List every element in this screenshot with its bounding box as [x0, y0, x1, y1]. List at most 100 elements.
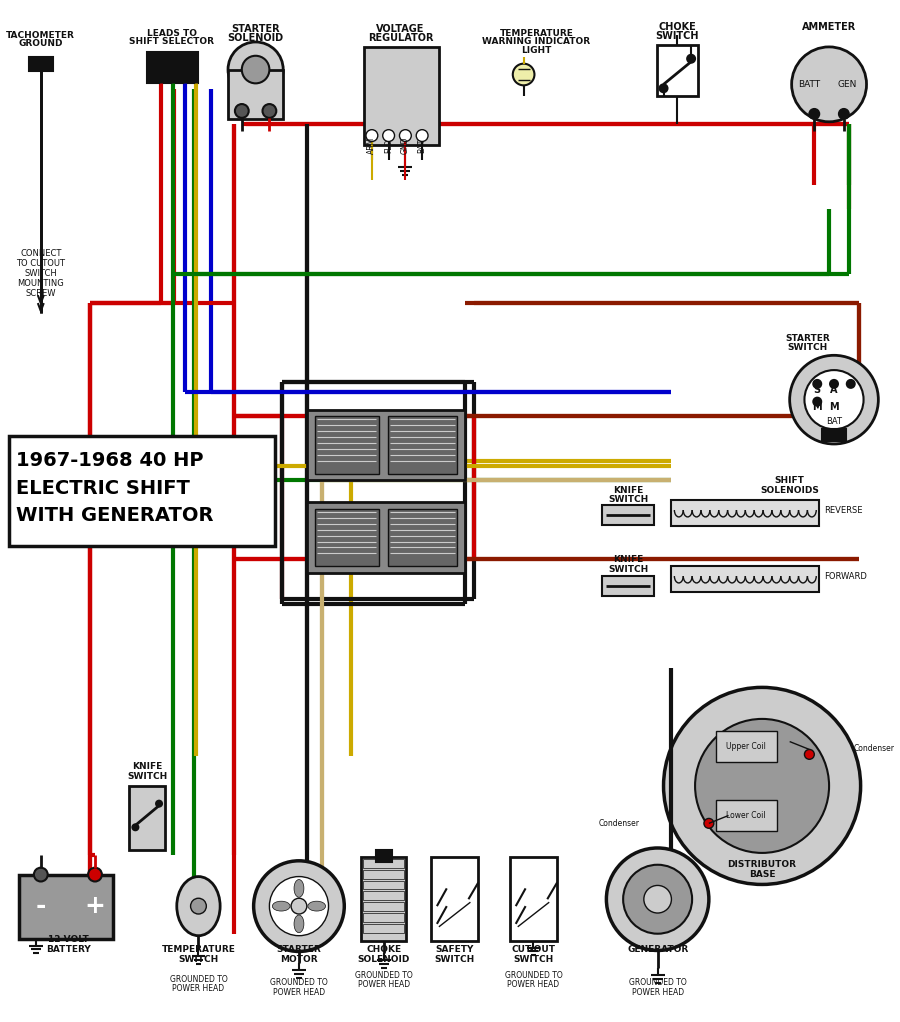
- Bar: [388, 509, 456, 566]
- Bar: [9, 436, 275, 547]
- Text: GROUNDED TO: GROUNDED TO: [505, 971, 562, 980]
- Bar: [657, 45, 698, 96]
- Text: KNIFE: KNIFE: [613, 555, 644, 564]
- Circle shape: [291, 898, 307, 914]
- Bar: [509, 856, 557, 940]
- Circle shape: [660, 85, 668, 92]
- Text: M: M: [813, 402, 822, 412]
- Bar: [671, 566, 819, 592]
- Text: GROUNDED TO: GROUNDED TO: [355, 971, 412, 980]
- Text: SHIFT: SHIFT: [775, 476, 805, 485]
- Text: GROUND: GROUND: [19, 40, 63, 48]
- Text: 12 VOLT: 12 VOLT: [48, 935, 89, 944]
- Circle shape: [382, 130, 394, 141]
- Text: SWITCH: SWITCH: [608, 495, 648, 504]
- Bar: [671, 500, 819, 525]
- Circle shape: [847, 380, 855, 387]
- Circle shape: [263, 104, 276, 118]
- Text: POWER HEAD: POWER HEAD: [173, 984, 224, 993]
- Circle shape: [191, 898, 206, 914]
- Text: POWER HEAD: POWER HEAD: [508, 980, 560, 989]
- Text: CUT-OUT: CUT-OUT: [511, 945, 555, 954]
- Bar: [431, 856, 478, 940]
- Text: POWER HEAD: POWER HEAD: [273, 988, 325, 997]
- Circle shape: [704, 819, 714, 828]
- Bar: [716, 799, 777, 831]
- Bar: [363, 858, 404, 868]
- Circle shape: [623, 865, 692, 934]
- Text: VOLTAGE: VOLTAGE: [376, 25, 425, 34]
- Text: Lower Coil: Lower Coil: [726, 811, 766, 820]
- Circle shape: [235, 104, 248, 118]
- Text: SCREW: SCREW: [25, 289, 56, 297]
- Ellipse shape: [176, 877, 220, 936]
- Circle shape: [366, 130, 378, 141]
- Text: MOUNTING: MOUNTING: [17, 279, 64, 288]
- Text: TEMPERATURE: TEMPERATURE: [161, 945, 236, 954]
- Text: GEN: GEN: [837, 80, 857, 89]
- Bar: [148, 52, 199, 84]
- Bar: [602, 576, 653, 596]
- Bar: [376, 850, 392, 862]
- Text: SWITCH: SWITCH: [788, 343, 827, 352]
- Text: SWITCH: SWITCH: [24, 269, 58, 278]
- Text: -: -: [36, 894, 46, 918]
- Text: ARM: ARM: [367, 137, 376, 154]
- Circle shape: [688, 55, 695, 62]
- Text: FORWARD: FORWARD: [824, 571, 867, 580]
- Ellipse shape: [308, 901, 326, 911]
- Circle shape: [416, 130, 428, 141]
- Bar: [363, 913, 404, 922]
- Bar: [363, 881, 404, 889]
- Circle shape: [839, 109, 849, 119]
- Text: GENERATOR: GENERATOR: [627, 945, 688, 954]
- Text: A: A: [831, 385, 838, 394]
- Text: CHOKE: CHOKE: [366, 945, 401, 954]
- Circle shape: [789, 356, 878, 444]
- Text: CHOKE: CHOKE: [659, 22, 697, 33]
- Text: SWITCH: SWITCH: [608, 564, 648, 573]
- Circle shape: [695, 718, 829, 853]
- Text: POWER HEAD: POWER HEAD: [632, 988, 684, 997]
- Bar: [307, 410, 464, 480]
- Text: REVERSE: REVERSE: [824, 506, 863, 514]
- Text: GROUNDED TO: GROUNDED TO: [629, 978, 687, 987]
- Text: REGULATOR: REGULATOR: [368, 33, 433, 43]
- Circle shape: [663, 688, 860, 884]
- Bar: [364, 47, 439, 145]
- Text: LEADS TO: LEADS TO: [147, 29, 197, 38]
- Text: Upper Coil: Upper Coil: [726, 742, 766, 751]
- Bar: [228, 69, 284, 119]
- Circle shape: [607, 848, 709, 950]
- Text: WARNING INDICATOR: WARNING INDICATOR: [482, 38, 590, 46]
- Circle shape: [809, 109, 819, 119]
- Text: SWITCH: SWITCH: [513, 955, 554, 964]
- Text: +: +: [85, 894, 105, 918]
- Text: SOLENOID: SOLENOID: [357, 955, 410, 964]
- Bar: [363, 924, 404, 933]
- Bar: [363, 870, 404, 879]
- Bar: [130, 786, 165, 850]
- Text: SWITCH: SWITCH: [127, 772, 167, 781]
- Text: BATT: BATT: [798, 80, 821, 89]
- Text: LIGHT: LIGHT: [521, 46, 552, 55]
- Bar: [307, 502, 464, 573]
- Text: SAFETY: SAFETY: [436, 945, 473, 954]
- Text: S: S: [814, 385, 821, 394]
- Text: TACHOMETER: TACHOMETER: [6, 31, 76, 40]
- Text: DISTRIBUTOR: DISTRIBUTOR: [727, 861, 796, 870]
- Text: BAT: BAT: [418, 138, 427, 152]
- Circle shape: [132, 825, 139, 830]
- Text: BATTERY: BATTERY: [46, 945, 91, 954]
- Circle shape: [228, 42, 284, 97]
- Text: GROUNDED TO: GROUNDED TO: [270, 978, 328, 987]
- Ellipse shape: [294, 915, 304, 933]
- Text: BAT: BAT: [826, 417, 842, 426]
- Bar: [19, 875, 112, 938]
- Text: STARTER: STARTER: [276, 945, 321, 954]
- Text: SOLENOID: SOLENOID: [228, 33, 284, 43]
- Bar: [363, 902, 404, 911]
- Circle shape: [34, 868, 48, 882]
- Text: GROUNDED TO: GROUNDED TO: [169, 975, 228, 983]
- Bar: [361, 856, 407, 940]
